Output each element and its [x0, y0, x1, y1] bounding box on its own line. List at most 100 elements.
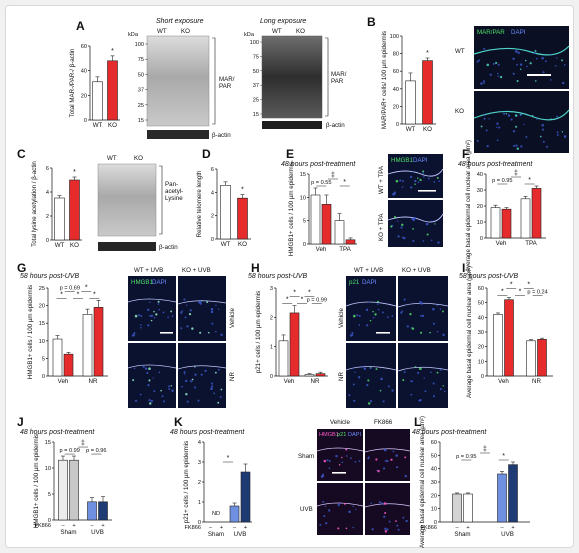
bracket [212, 37, 216, 125]
nucleus-dot [410, 186, 413, 189]
blot-c-actin [98, 242, 156, 251]
significance-label: * [60, 291, 63, 298]
band-label-mar-par: MAR/PAR [331, 71, 347, 85]
nucleus-dot [157, 300, 160, 303]
significance-label: p = 0.69 [60, 285, 80, 291]
marker-kda: 100 [135, 42, 144, 48]
panel-letter-a: A [76, 19, 85, 33]
nucleus-dot [352, 526, 355, 529]
nucleus-dot [425, 222, 429, 226]
marker-kda: 37 [253, 83, 259, 89]
nucleus-dot [328, 460, 331, 463]
nucleus-dot [322, 500, 325, 503]
nucleus-dot [140, 315, 143, 318]
nucleus-dot [210, 387, 213, 390]
nucleus-dot [400, 226, 403, 229]
y-tick-label: 0 [303, 242, 306, 248]
bar [310, 194, 321, 245]
nucleus-dot [476, 60, 479, 63]
col-wt-uvb: WT + UVB [354, 267, 383, 274]
bar [58, 459, 68, 521]
nucleus-dot [144, 367, 148, 370]
panel-letter-d: D [202, 147, 211, 161]
nucleus-dot [170, 385, 173, 387]
nucleus-dot [345, 527, 348, 530]
y-tick-label: 80 [393, 52, 399, 58]
panel-letter-i: I [462, 261, 465, 275]
chart-title: 58 hours post-UVB [248, 273, 307, 280]
nucleus-dot [519, 114, 522, 116]
nucleus-dot [402, 379, 405, 382]
panel-letter-g: G [17, 261, 26, 275]
significance-label: * [502, 453, 505, 460]
nucleus-dot [367, 402, 371, 405]
row-nr: NR [229, 372, 236, 381]
scale-bar [332, 472, 346, 474]
y-tick-label: 3 [270, 286, 273, 292]
chart-title: 48 hours post-treatment [412, 429, 487, 436]
significance-label: * [528, 177, 531, 184]
nucleus-dot [536, 118, 539, 120]
nucleus-dot [139, 393, 142, 396]
nucleus-dot [433, 395, 436, 398]
nucleus-dot [482, 80, 486, 83]
nucleus-dot [409, 312, 412, 316]
x-tick-label: WT [93, 122, 103, 129]
x-group-label: Veh [496, 240, 507, 247]
nucleus-dot [375, 368, 378, 371]
kda-label: kDa [244, 32, 255, 38]
nucleus-dot [561, 131, 564, 133]
y-tick-label: 40 [81, 69, 87, 75]
kda-label: kDa [128, 32, 139, 38]
y-tick-label: 2 [46, 214, 49, 220]
y-tick-label: 40 [478, 315, 484, 321]
panel-letter-l: L [414, 415, 421, 429]
nucleus-dot [350, 457, 352, 460]
nucleus-dot [167, 316, 169, 318]
nucleus-dot [132, 379, 135, 382]
nucleus-dot [410, 380, 412, 382]
y-tick-label: 10 [39, 339, 45, 345]
nucleus-dot [155, 313, 158, 316]
nucleus-dot [374, 313, 377, 316]
y-tick-label: 20 [81, 93, 87, 99]
nucleus-dot [417, 181, 420, 184]
significance-label: p = 0.24 [527, 290, 547, 296]
nucleus-dot [414, 217, 416, 220]
nucleus-dot [564, 136, 566, 139]
stain-a-label: MAR/PAR [477, 29, 505, 36]
nucleus-dot [497, 75, 499, 77]
nucleus-dot [399, 179, 402, 182]
treatment-label: FK866 [35, 523, 51, 529]
nucleus-dot [150, 399, 154, 403]
nucleus-dot [183, 298, 186, 301]
y-tick-label: 5 [42, 356, 45, 362]
treatment-mark: + [72, 523, 75, 529]
bar [520, 198, 531, 239]
nucleus-dot [516, 63, 518, 66]
y-tick-label: 10 [477, 220, 483, 226]
nucleus-dot [534, 80, 537, 82]
nucleus-dot [412, 218, 416, 222]
nucleus-dot [436, 371, 439, 374]
scale-bar [160, 332, 173, 334]
nucleus-dot [323, 459, 327, 463]
nucleus-dot [134, 399, 138, 402]
y-tick-label: 0 [270, 374, 273, 380]
nucleus-dot [215, 330, 217, 333]
marker-kda: 50 [253, 69, 259, 75]
nucleus-dot [495, 61, 498, 65]
y-tick-label: 40 [393, 87, 399, 93]
significance-label: ‡ [483, 446, 487, 453]
nucleus-dot [439, 308, 442, 310]
nucleus-dot [391, 389, 394, 392]
y-tick-label: 3 [198, 460, 201, 466]
nucleus-dot [338, 502, 341, 505]
marker-kda: 25 [138, 103, 144, 109]
nucleus-dot [422, 170, 425, 173]
epidermis-line [473, 109, 570, 121]
nucleus-dot [436, 304, 439, 307]
nucleus-dot [322, 475, 325, 477]
nucleus-dot [184, 316, 187, 319]
nucleus-dot [561, 59, 563, 62]
